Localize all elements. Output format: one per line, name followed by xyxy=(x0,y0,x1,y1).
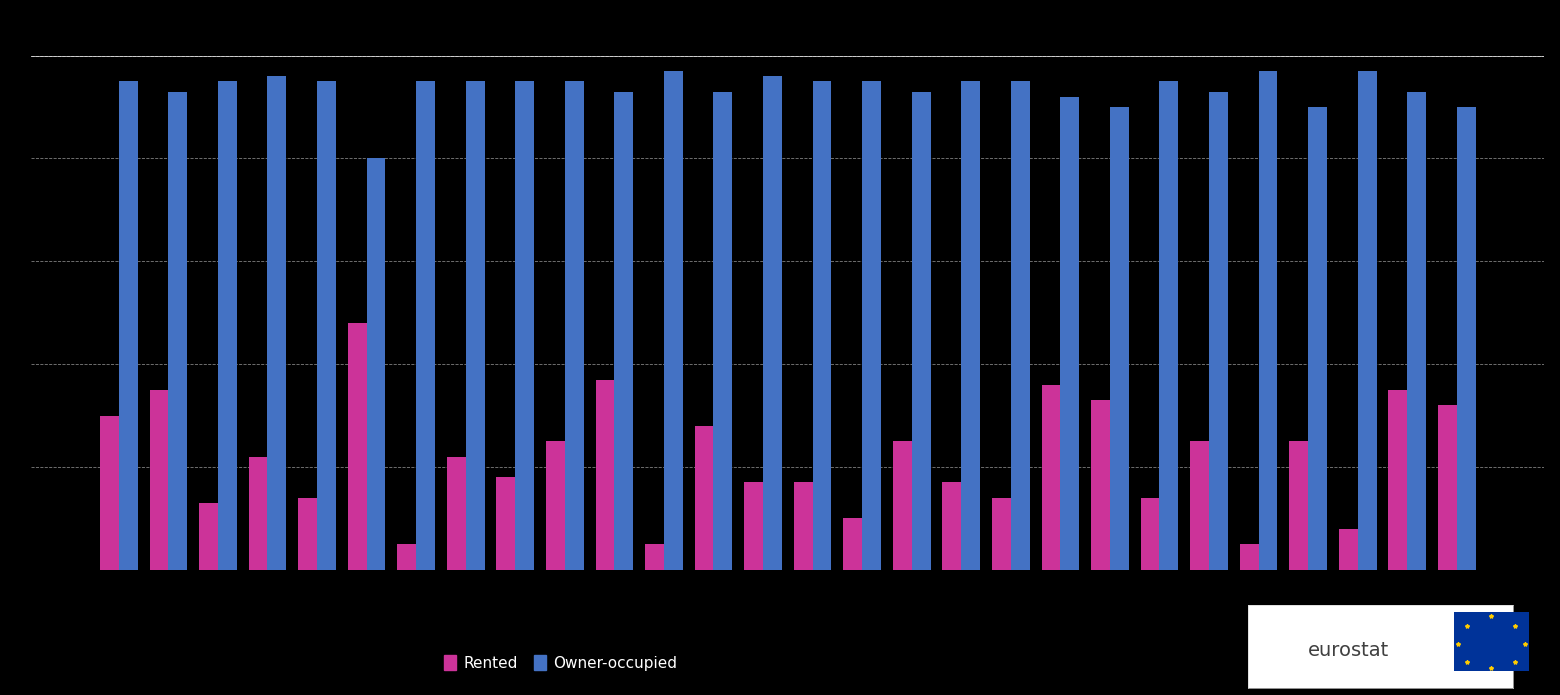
Bar xyxy=(794,482,813,570)
Bar xyxy=(398,544,417,570)
Bar xyxy=(100,416,119,570)
Bar xyxy=(892,441,911,570)
Bar xyxy=(596,379,615,570)
Bar xyxy=(646,544,665,570)
Bar xyxy=(665,71,683,570)
Bar xyxy=(844,518,863,570)
Bar xyxy=(466,81,485,570)
Bar xyxy=(1159,81,1178,570)
Bar xyxy=(1438,405,1457,570)
Bar xyxy=(942,482,961,570)
Bar xyxy=(1357,71,1376,570)
Bar xyxy=(1090,400,1109,570)
Bar xyxy=(150,390,168,570)
Bar xyxy=(1407,92,1426,570)
Bar xyxy=(1240,544,1259,570)
Bar xyxy=(1042,385,1061,570)
Bar xyxy=(200,503,218,570)
Bar xyxy=(961,81,980,570)
Bar xyxy=(813,81,831,570)
Text: eurostat: eurostat xyxy=(1309,641,1390,660)
Bar xyxy=(763,76,782,570)
Bar xyxy=(367,158,385,570)
Bar xyxy=(417,81,435,570)
Bar xyxy=(565,81,583,570)
Bar xyxy=(168,92,187,570)
Bar xyxy=(1190,441,1209,570)
Bar xyxy=(744,482,763,570)
Bar xyxy=(1109,107,1129,570)
Bar xyxy=(446,457,466,570)
Bar xyxy=(1388,390,1407,570)
Bar xyxy=(992,498,1011,570)
Bar xyxy=(1140,498,1159,570)
Bar xyxy=(119,81,137,570)
Legend: Rented, Owner-occupied: Rented, Owner-occupied xyxy=(445,655,677,671)
Bar xyxy=(515,81,534,570)
Bar xyxy=(863,81,881,570)
Bar xyxy=(218,81,237,570)
Bar xyxy=(267,76,287,570)
Bar xyxy=(546,441,565,570)
Bar xyxy=(348,323,367,570)
Bar xyxy=(1289,441,1309,570)
Bar xyxy=(1259,71,1278,570)
Bar xyxy=(1309,107,1328,570)
Bar xyxy=(911,92,930,570)
Bar xyxy=(317,81,335,570)
Bar xyxy=(1209,92,1228,570)
Bar xyxy=(248,457,267,570)
Bar xyxy=(1338,529,1357,570)
Bar xyxy=(298,498,317,570)
Bar xyxy=(1061,97,1080,570)
Bar xyxy=(694,426,713,570)
Bar xyxy=(1457,107,1476,570)
Bar xyxy=(713,92,732,570)
Bar xyxy=(496,477,515,570)
Bar xyxy=(615,92,633,570)
Bar xyxy=(1011,81,1030,570)
